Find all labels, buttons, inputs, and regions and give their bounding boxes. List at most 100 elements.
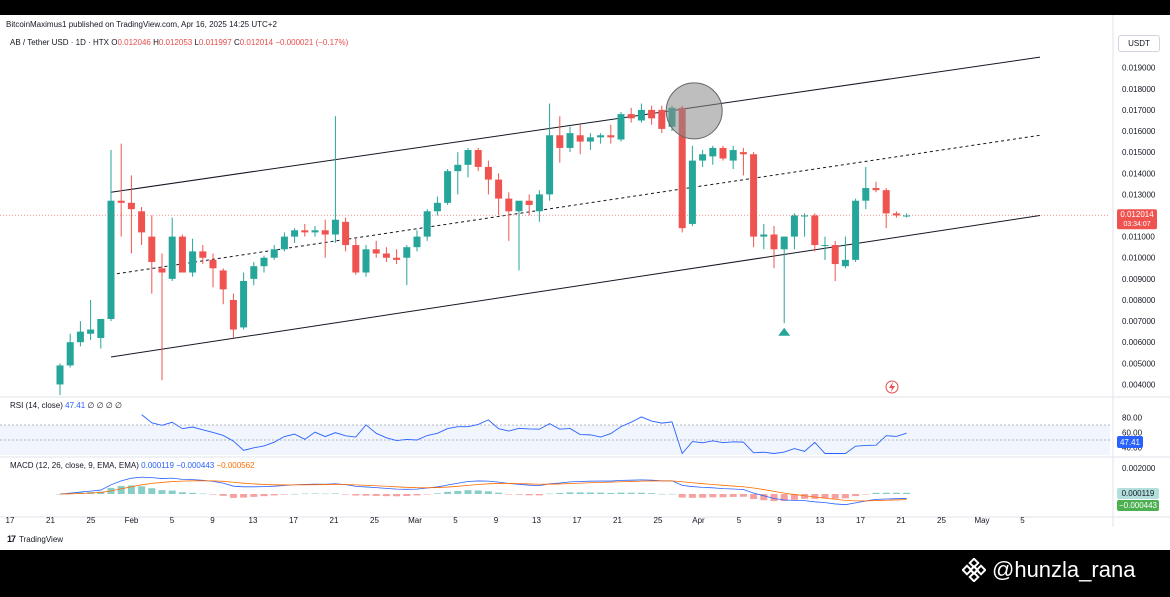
candle-up <box>709 147 717 157</box>
candle-up <box>56 365 64 385</box>
x-tick-label: 25 <box>937 516 946 525</box>
macd-histogram-bar <box>709 494 717 498</box>
macd-line <box>59 476 907 506</box>
candle-up <box>66 342 74 366</box>
candle-down <box>872 188 880 191</box>
tradingview-brand: TradingView <box>19 534 64 544</box>
x-tick-label: 9 <box>210 516 215 525</box>
lightning-icon <box>885 380 899 394</box>
candle-down <box>321 230 329 235</box>
macd-histogram-bar <box>372 494 380 496</box>
macd-histogram-bar <box>719 494 727 498</box>
macd-histogram-bar <box>260 494 268 497</box>
macd-histogram-bar <box>158 490 166 494</box>
macd-histogram-bar <box>301 493 309 495</box>
candle-up <box>586 137 594 142</box>
y-tick-label: 0.005000 <box>1122 359 1156 368</box>
macd-histogram-bar <box>607 492 615 494</box>
y-tick-label: 0.019000 <box>1122 64 1156 73</box>
candle-up <box>821 245 829 247</box>
macd-histogram-bar <box>138 486 146 494</box>
watermark: @hunzla_rana <box>962 557 1135 583</box>
y-tick-label: 0.006000 <box>1122 338 1156 347</box>
candle-up <box>597 135 605 138</box>
y-tick-label: 0.008000 <box>1122 296 1156 305</box>
macd-histogram-bar <box>423 494 431 495</box>
currency-selector[interactable]: USDT <box>1118 35 1160 52</box>
macd-badge-positive: 0.000119 <box>1117 488 1159 499</box>
candle-up <box>240 280 248 328</box>
macd-histogram-bar <box>148 488 156 494</box>
rsi-tick-label: 80.00 <box>1122 414 1143 423</box>
y-tick-label: 0.007000 <box>1122 317 1156 326</box>
x-tick-label: 13 <box>532 516 541 525</box>
open-value: 0.012046 <box>117 38 151 47</box>
candle-up <box>362 249 370 273</box>
candle-up <box>280 236 288 250</box>
macd-histogram-bar <box>790 494 798 500</box>
symbol-name[interactable]: AB / Tether USD · 1D · HTX <box>10 38 109 47</box>
macd-histogram-bar <box>291 493 299 495</box>
rsi-badge-value: 47.41 <box>1120 438 1141 447</box>
candle-up <box>699 154 707 161</box>
candle-down <box>719 147 727 159</box>
symbol-ohlc-line: AB / Tether USD · 1D · HTX O0.012046 H0.… <box>10 38 349 47</box>
macd-legend[interactable]: MACD (12, 26, close, 9, EMA, EMA) 0.0001… <box>10 461 255 470</box>
macd-histogram-bar <box>484 491 492 494</box>
macd-histogram-bar <box>117 485 125 494</box>
y-tick-label: 0.013000 <box>1122 190 1156 199</box>
channel-middle-line <box>110 134 1041 276</box>
rsi-legend[interactable]: RSI (14, close) 47.41 ∅ ∅ ∅ ∅ <box>10 401 122 410</box>
high-value: 0.012053 <box>158 38 193 47</box>
candle-down <box>525 200 533 205</box>
macd-histogram-bar <box>760 494 768 501</box>
candle-down <box>393 257 401 260</box>
macd-histogram-bar <box>801 494 809 499</box>
candle-down <box>505 198 513 212</box>
candle-up <box>760 234 768 237</box>
macd-histogram-bar <box>219 494 227 496</box>
candle-up <box>189 251 197 273</box>
macd-histogram-bar <box>342 494 350 495</box>
tradingview-footer[interactable]: 17 TradingView <box>7 534 63 544</box>
candle-up <box>780 236 788 250</box>
lightning-icon-ring <box>885 380 899 394</box>
price-chart[interactable]: 0.019000 0.018000 0.017000 0.016000 0.015000… <box>0 15 1170 550</box>
candle-up <box>729 150 737 161</box>
binance-logo-icon <box>962 558 986 582</box>
candle-up <box>291 230 299 237</box>
candle-down <box>138 211 146 233</box>
price-badge-bg <box>1117 209 1157 230</box>
y-tick-label: 0.004000 <box>1122 380 1156 389</box>
candle-down <box>178 236 186 273</box>
candle-down <box>658 109 666 129</box>
candle-up <box>250 266 258 279</box>
x-tick-label: 9 <box>494 516 499 525</box>
candle-up <box>87 329 95 334</box>
candle-up <box>841 259 849 267</box>
low-value: 0.011997 <box>198 38 232 47</box>
macd-histogram-bar <box>209 494 217 495</box>
macd-histogram-bar <box>780 494 788 501</box>
candle-up <box>433 202 441 212</box>
candle-up <box>413 236 421 248</box>
macd-histogram-bar <box>403 494 411 496</box>
rsi-tick-label: 40.00 <box>1122 444 1143 453</box>
rsi-badge-bg <box>1117 435 1143 448</box>
macd-badge-negative-value: −0.000443 <box>1119 501 1158 510</box>
price-badge: 0.012014 03:34:07 <box>1117 209 1157 230</box>
x-tick-label: 13 <box>249 516 258 525</box>
macd-histogram-bar <box>627 492 635 494</box>
candle-down <box>474 150 482 167</box>
candle-down <box>342 221 350 246</box>
tradingview-logo-icon: 17 <box>7 534 16 544</box>
macd-badge-positive-bg <box>1117 488 1159 499</box>
macd-histogram-bar <box>413 494 421 496</box>
x-tick-label: 5 <box>737 516 742 525</box>
macd-histogram-bar <box>576 492 584 494</box>
macd-histogram-bar <box>586 492 594 494</box>
candle-down <box>739 152 747 155</box>
macd-histogram-bar <box>750 494 758 500</box>
channel-upper-line <box>110 56 1041 193</box>
macd-hist-value: 0.000119 <box>141 461 174 470</box>
